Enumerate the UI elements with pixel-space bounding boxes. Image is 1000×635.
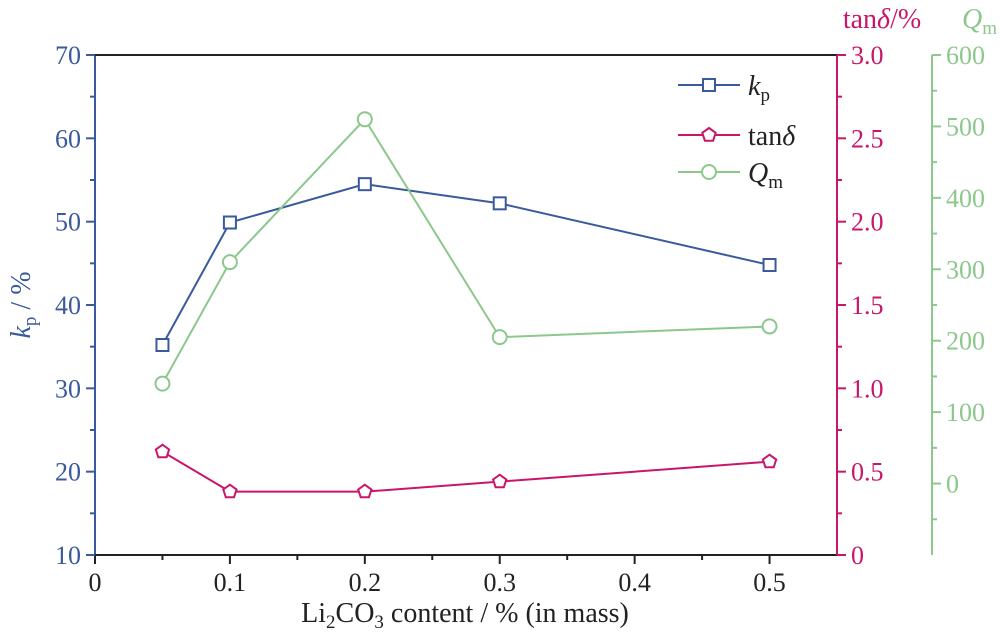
x-tick-label: 0	[89, 568, 102, 597]
legend-label-sub: p	[760, 85, 770, 106]
right2-tick-label: 0	[946, 470, 959, 499]
legend-label-main: k	[748, 71, 761, 102]
right2-axis-title-main: Q	[962, 4, 982, 35]
right2-tick-label: 100	[946, 398, 985, 427]
legend-label-main: Q	[748, 158, 768, 189]
legend-label-delta: δ	[782, 121, 796, 152]
x-axis-title: Li2CO3 content / % (in mass)	[301, 598, 629, 633]
x-tick-label: 0.2	[349, 568, 382, 597]
left-axis-title-suffix: / %	[6, 271, 37, 316]
right1-axis-title-delta: δ	[877, 4, 891, 35]
data-point-right1	[491, 473, 508, 489]
ticks-layer: 0 0.1 0.2 0.3 0.4 0.5 10 20 30 40 50 60 70 0 0.5 1.0 1.5…	[55, 41, 985, 597]
legend-marker-right2	[701, 164, 717, 180]
left-axis-title-sub: p	[20, 317, 41, 327]
x-axis-title-sub1: 2	[326, 612, 336, 633]
right2-tick-label: 400	[946, 184, 985, 213]
x-axis-title-prefix: Li	[301, 598, 326, 629]
x-axis-title-sub2: 3	[374, 612, 384, 633]
right1-tick-label: 2.0	[851, 208, 884, 237]
x-tick-label: 0.1	[214, 568, 247, 597]
data-point-right1	[222, 483, 238, 499]
right2-tick-label: 200	[946, 327, 985, 356]
left-tick-label: 30	[55, 374, 81, 403]
legend-label-sub: m	[768, 172, 783, 193]
data-point-right2	[221, 254, 238, 271]
data-point-left	[357, 177, 372, 192]
data-point-left	[222, 215, 237, 230]
data-point-right2	[491, 329, 508, 346]
data-point-left	[155, 338, 170, 352]
series-layer	[154, 111, 778, 499]
right2-tick-label: 600	[946, 41, 985, 70]
x-axis-title-mid: CO	[336, 598, 375, 629]
data-point-left	[492, 196, 507, 211]
right1-tick-label: 3.0	[851, 41, 884, 70]
data-point-right1	[761, 453, 778, 469]
right1-tick-label: 0	[851, 541, 864, 570]
left-tick-label: 70	[55, 41, 81, 70]
legend-marker-left	[702, 78, 716, 92]
data-point-left	[762, 258, 777, 272]
x-tick-label: 0.5	[753, 568, 786, 597]
left-tick-label: 20	[55, 458, 81, 487]
legend-label-left: kp	[748, 71, 770, 106]
right2-tick-label: 300	[946, 255, 985, 284]
legend-label-main: tan	[748, 121, 782, 152]
legend-label-right2: Qm	[748, 158, 783, 193]
left-tick-label: 10	[55, 541, 81, 570]
legend-label-right1: tanδ	[748, 121, 796, 152]
series-line-left	[161, 183, 770, 346]
right2-axis-title-sub: m	[982, 18, 997, 39]
data-point-right2	[356, 111, 373, 128]
right1-tick-label: 2.5	[851, 124, 884, 153]
right1-axis-title-main: tan	[843, 4, 877, 35]
left-tick-label: 50	[55, 208, 81, 237]
data-point-right2	[761, 318, 778, 335]
right1-tick-label: 1.5	[851, 291, 884, 320]
series-line-right2	[161, 117, 770, 385]
left-axis-title: kp / %	[6, 271, 41, 338]
data-point-right1	[357, 483, 373, 499]
right1-axis-title-suffix: /%	[890, 4, 921, 35]
x-tick-label: 0.3	[483, 568, 516, 597]
right1-tick-label: 1.0	[851, 374, 884, 403]
right2-axis-title: Qm	[962, 4, 997, 39]
x-tick-label: 0.4	[618, 568, 651, 597]
left-axis-title-main: k	[6, 326, 37, 339]
right1-axis-title: tanδ/%	[843, 4, 921, 35]
data-point-right1	[154, 443, 171, 459]
left-tick-label: 60	[55, 124, 81, 153]
right2-tick-label: 500	[946, 112, 985, 141]
data-point-right2	[154, 375, 171, 392]
series-line-right1	[161, 450, 770, 493]
left-tick-label: 40	[55, 291, 81, 320]
x-axis-title-suffix: content / % (in mass)	[384, 598, 629, 629]
right1-tick-label: 0.5	[851, 458, 884, 487]
legend-marker-right1	[701, 126, 717, 142]
